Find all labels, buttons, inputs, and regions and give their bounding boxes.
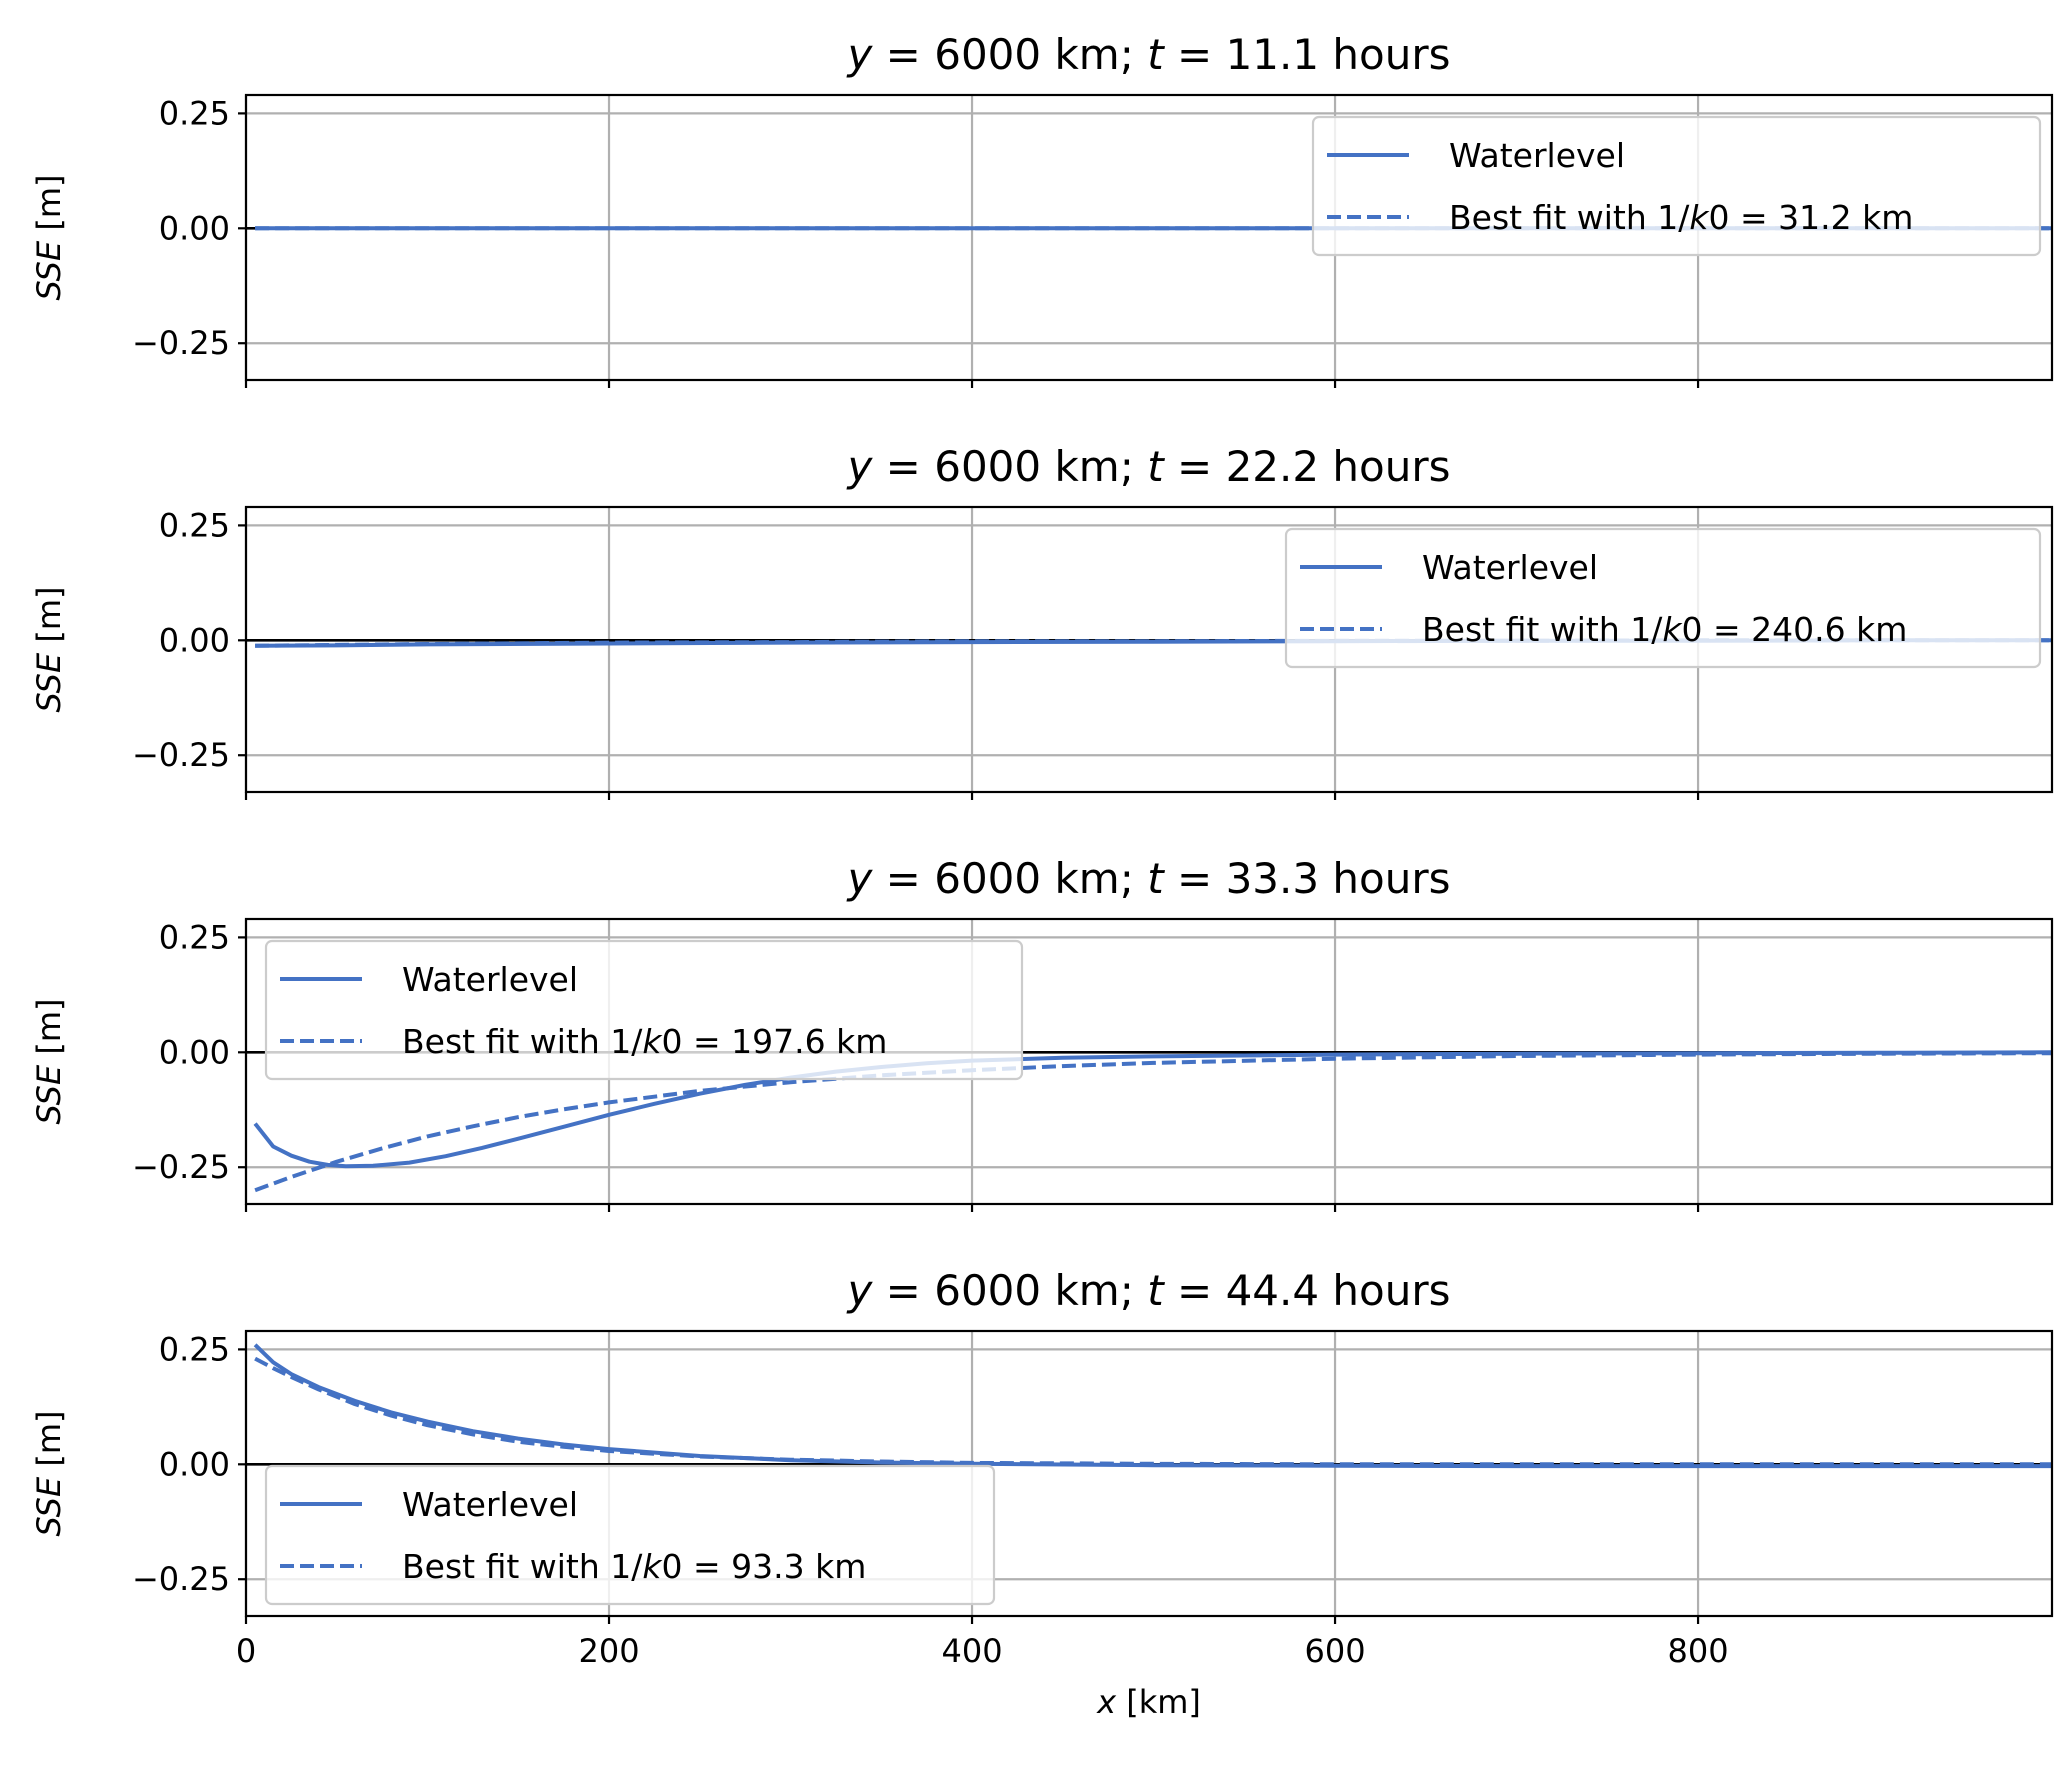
y-tick-label: −0.25	[132, 1148, 230, 1186]
legend-box	[264, 1464, 996, 1606]
legend-best-fit-label: Best fit with 1/k0 = 31.2 km	[1449, 198, 1913, 237]
subplot-title: y = 6000 km; t = 44.4 hours	[845, 1266, 1450, 1315]
subplot-title: y = 6000 km; t = 11.1 hours	[845, 30, 1450, 79]
legend-waterlevel-label: Waterlevel	[402, 960, 578, 999]
y-tick-label: 0.00	[159, 209, 230, 247]
x-tick-label: 800	[1668, 1632, 1729, 1670]
y-tick-label: −0.25	[132, 324, 230, 362]
legend-best-fit-label: Best fit with 1/k0 = 197.6 km	[402, 1022, 887, 1061]
series-best-fit-line	[254, 1051, 2052, 1193]
axes-frame	[244, 93, 2054, 382]
legend-best-fit-label: Best fit with 1/k0 = 240.6 km	[1422, 610, 1907, 649]
x-tick-label: 0	[236, 1632, 256, 1670]
y-axis-label: SSE [m]	[30, 1410, 68, 1536]
x-tick-label: 200	[578, 1632, 639, 1670]
x-tick-label: 600	[1305, 1632, 1366, 1670]
legend: Waterlevel Best fit with 1/k0 = 197.6 km	[264, 939, 1024, 1081]
x-tick-label: 400	[941, 1632, 1002, 1670]
y-tick-label: −0.25	[132, 1560, 230, 1598]
subplot-1: 0.25 0.00 −0.25 SSE [m] y = 6000 km; t = 11.…	[30, 30, 2054, 388]
axes-frame	[244, 1329, 2054, 1618]
y-tick-label: 0.00	[159, 1445, 230, 1483]
axes-frame	[244, 505, 2054, 794]
axes-frame	[244, 917, 2054, 1206]
series-waterlevel-line	[253, 1050, 2052, 1169]
y-axis-label: SSE [m]	[30, 998, 68, 1124]
subplot-2: 0.25 0.00 −0.25 SSE [m] y = 6000 km; t = 22.…	[30, 442, 2054, 800]
subplot-title: y = 6000 km; t = 33.3 hours	[845, 854, 1450, 903]
legend-box	[264, 939, 1024, 1081]
subplot-4: 0.25 0.00 −0.250 200 400 600 800 SSE [m] y = 600…	[30, 1266, 2054, 1721]
legend-box	[1311, 115, 2042, 257]
y-axis-label: SSE [m]	[30, 174, 68, 300]
subplot-title: y = 6000 km; t = 22.2 hours	[845, 442, 1450, 491]
legend-box	[1284, 527, 2042, 669]
y-tick-label: 0.00	[159, 621, 230, 659]
y-axis-label: SSE [m]	[30, 586, 68, 712]
legend: Waterlevel Best fit with 1/k0 = 240.6 km	[1284, 527, 2042, 669]
subplot-3: 0.25 0.00 −0.25 SSE [m] y = 6000 km; t = 33.…	[30, 854, 2054, 1212]
y-tick-label: 0.25	[159, 94, 230, 132]
legend-best-fit-label: Best fit with 1/k0 = 93.3 km	[402, 1547, 866, 1586]
legend-waterlevel-label: Waterlevel	[402, 1485, 578, 1524]
y-tick-label: 0.25	[159, 1330, 230, 1368]
y-tick-label: 0.25	[159, 506, 230, 544]
y-tick-label: −0.25	[132, 736, 230, 774]
legend: Waterlevel Best fit with 1/k0 = 93.3 km	[264, 1464, 996, 1606]
legend: Waterlevel Best fit with 1/k0 = 31.2 km	[1311, 115, 2042, 257]
y-tick-label: 0.25	[159, 918, 230, 956]
legend-waterlevel-label: Waterlevel	[1449, 136, 1625, 175]
series-best-fit-line	[254, 1356, 2052, 1467]
series-waterlevel-line	[253, 1343, 2052, 1469]
x-axis-label: x [km]	[1096, 1683, 1201, 1721]
legend-waterlevel-label: Waterlevel	[1422, 548, 1598, 587]
y-tick-label: 0.00	[159, 1033, 230, 1071]
